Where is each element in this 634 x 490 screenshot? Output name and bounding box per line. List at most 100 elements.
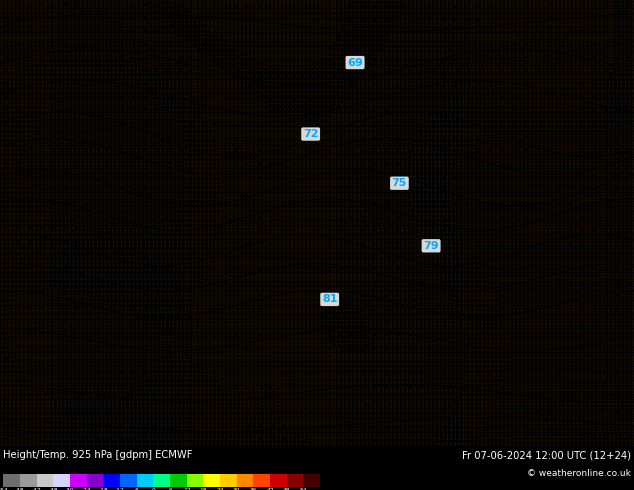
Text: 3: 3 [543,268,547,273]
Text: 3: 3 [548,282,551,287]
Text: 4: 4 [103,249,107,254]
Text: 6: 6 [329,174,333,179]
Text: 4: 4 [496,127,500,132]
Text: 4: 4 [281,428,285,433]
Text: 6: 6 [306,343,309,348]
Text: 5: 5 [555,56,559,61]
Text: 4: 4 [27,423,31,428]
Text: 3: 3 [484,165,488,170]
Text: 3: 3 [548,371,551,376]
Text: 5: 5 [432,292,436,296]
Text: 4: 4 [23,136,27,141]
Text: 5: 5 [0,37,3,43]
Text: 5: 5 [432,268,436,273]
Text: 4: 4 [0,207,3,212]
Text: 6: 6 [134,19,138,24]
Text: 6: 6 [317,155,321,160]
Text: 4: 4 [436,127,440,132]
Text: 3: 3 [587,150,591,155]
Text: 3: 3 [583,306,587,311]
Text: 3: 3 [627,249,630,254]
Text: 6: 6 [404,0,408,5]
Text: 4: 4 [171,386,174,391]
Text: 5: 5 [456,348,460,353]
Text: 5: 5 [55,310,58,316]
Text: 3: 3 [171,118,174,122]
Text: 5: 5 [329,414,333,419]
Text: 3: 3 [520,282,523,287]
Text: 4: 4 [47,442,51,447]
Text: 5: 5 [273,381,277,386]
Text: 6: 6 [401,348,404,353]
Text: 4: 4 [111,259,114,264]
Text: 4: 4 [20,240,23,245]
Text: 5: 5 [429,301,432,306]
Text: 7: 7 [333,61,337,66]
Text: 3: 3 [484,259,488,264]
Text: 5: 5 [15,339,19,343]
Text: 5: 5 [611,23,614,28]
Text: 5: 5 [555,37,559,43]
Text: 4: 4 [83,66,86,71]
Text: 5: 5 [218,122,221,127]
Text: 2: 2 [559,395,563,400]
Text: 5: 5 [571,61,575,66]
Text: 5: 5 [47,33,51,38]
Text: 6: 6 [337,165,340,170]
Text: 3: 3 [619,127,623,132]
Text: 3: 3 [119,193,122,197]
Text: 4: 4 [595,113,598,118]
Text: 4: 4 [198,183,202,188]
Text: 2: 2 [524,433,527,438]
Text: 5: 5 [238,150,242,155]
Text: 4: 4 [143,287,146,292]
Text: 4: 4 [166,409,170,414]
Text: 5: 5 [39,376,42,381]
Text: 3: 3 [162,202,166,207]
Text: 4: 4 [460,259,463,264]
Text: 3: 3 [564,287,567,292]
Text: 7: 7 [230,71,233,75]
Text: 5: 5 [429,310,432,316]
Text: 4: 4 [27,127,31,132]
Text: 4: 4 [218,438,221,442]
Text: 5: 5 [306,409,309,414]
Text: 5: 5 [31,42,35,47]
Text: 5: 5 [234,320,237,325]
Text: 6: 6 [317,136,321,141]
Text: 5: 5 [226,183,230,188]
Text: 5: 5 [222,376,226,381]
Text: 6: 6 [441,33,444,38]
Text: 8: 8 [242,19,245,24]
Text: 6: 6 [309,287,313,292]
Text: 3: 3 [631,301,634,306]
Text: 3: 3 [576,268,579,273]
Text: 3: 3 [576,226,579,231]
Text: 4: 4 [417,202,420,207]
Text: 3: 3 [122,89,126,94]
Text: 4: 4 [504,348,507,353]
Text: 5: 5 [242,348,245,353]
Text: 3: 3 [611,292,614,296]
Text: 6: 6 [349,292,353,296]
Text: 2: 2 [611,409,614,414]
Text: 2: 2 [540,414,543,419]
Text: 5: 5 [234,329,237,334]
Text: 7: 7 [174,9,178,14]
Text: 4: 4 [91,414,94,419]
Text: 4: 4 [571,118,575,122]
Text: 3: 3 [611,249,614,254]
Text: 5: 5 [83,42,86,47]
Text: 6: 6 [234,113,237,118]
Text: 5: 5 [420,409,424,414]
Text: 4: 4 [468,287,472,292]
Text: 4: 4 [11,357,15,363]
Text: 6: 6 [321,259,325,264]
Text: 5: 5 [317,442,321,447]
Text: 4: 4 [155,71,158,75]
Text: 4: 4 [174,268,178,273]
Text: 6: 6 [294,212,297,217]
Text: 5: 5 [321,442,325,447]
Text: 36: 36 [250,488,257,490]
Text: 3: 3 [119,155,122,160]
